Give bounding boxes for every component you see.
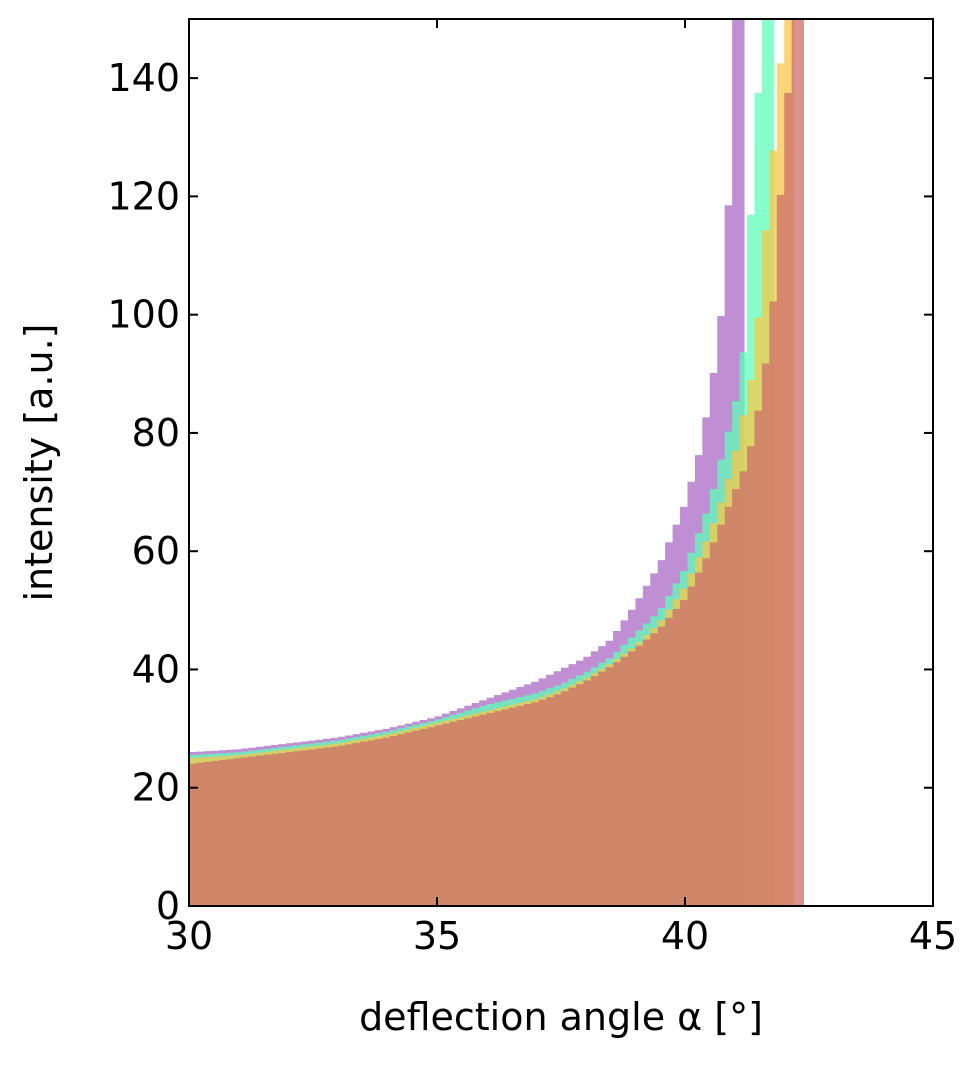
- y-tick-label: 80: [132, 411, 180, 455]
- x-tick-label: 35: [413, 914, 461, 958]
- histogram-area-4: [189, 19, 805, 906]
- y-tick-label: 100: [107, 293, 180, 337]
- y-tick-label: 20: [132, 766, 180, 810]
- y-axis-label: intensity [a.u.]: [17, 323, 61, 601]
- y-tick-label: 0: [156, 884, 180, 928]
- y-tick-label: 120: [107, 174, 180, 218]
- histogram-series-4: [189, 19, 805, 906]
- axis-ticks: 30 35 40 45 0 20 40 60 80 100 120 140: [107, 19, 957, 958]
- y-tick-label: 140: [107, 56, 180, 100]
- x-tick-label: 40: [661, 914, 709, 958]
- y-tick-label: 40: [132, 647, 180, 691]
- x-tick-label: 45: [909, 914, 957, 958]
- histogram-series-layer: [189, 19, 805, 906]
- x-axis-label: deflection angle α [°]: [359, 995, 763, 1039]
- plot-frame: [188, 18, 934, 907]
- x-tick-label: 30: [165, 914, 213, 958]
- y-tick-label: 60: [132, 529, 180, 573]
